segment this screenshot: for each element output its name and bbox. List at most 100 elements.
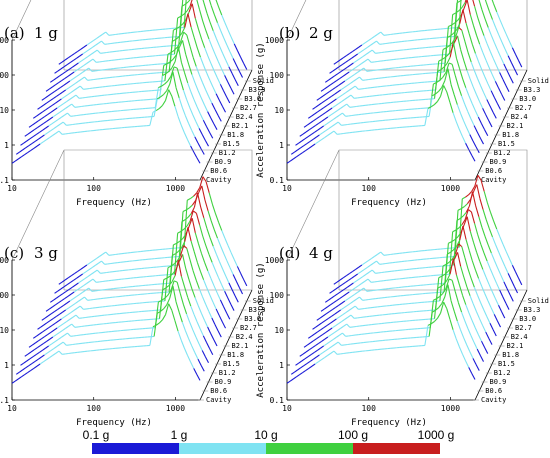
series-line-segment [80, 266, 85, 270]
series-line-segment [459, 0, 463, 2]
series-line-segment [313, 118, 317, 122]
series-line-segment [356, 58, 361, 62]
series-label: B2.1 [232, 342, 249, 350]
series-line-segment [193, 99, 198, 108]
series-line-segment [439, 76, 444, 81]
series-label: B1.2 [219, 149, 236, 157]
series-line-segment [318, 102, 323, 106]
series-line-segment [101, 260, 106, 265]
series-line-segment [79, 71, 83, 75]
series-line-segment [73, 277, 77, 281]
series-line-segment [21, 374, 25, 378]
series-line-segment [483, 35, 488, 44]
series-line-segment [23, 360, 28, 364]
series-line-segment [70, 309, 75, 313]
series-line-segment [233, 43, 238, 51]
series-line-segment [324, 299, 329, 303]
series-line-segment [70, 291, 75, 295]
x-tick-label: 10 [282, 404, 292, 413]
series-line-segment [169, 58, 174, 63]
series-line-segment [479, 260, 484, 270]
series-line-segment [190, 240, 195, 252]
series-line-segment [66, 62, 71, 66]
series-line-segment [298, 140, 303, 144]
series-line-segment [55, 332, 60, 336]
series-line-segment [305, 349, 310, 353]
series-line-segment [443, 301, 448, 309]
series-line-segment [210, 117, 215, 125]
series-line-segment [161, 297, 165, 301]
series-line-segment [96, 255, 100, 259]
series-line-segment [161, 83, 165, 87]
series-line-segment [181, 27, 186, 34]
series-label: Cavity [481, 396, 506, 404]
series-line-segment [60, 334, 65, 338]
series-line-segment [485, 2, 490, 12]
series-line-segment [69, 279, 74, 284]
series-line-segment [461, 136, 467, 144]
series-line-segment [297, 367, 301, 371]
series-line-segment [32, 354, 37, 358]
series-line-segment [457, 208, 462, 211]
series-line-segment [203, 65, 208, 74]
series-line-segment [196, 0, 201, 10]
series-line-segment [190, 26, 195, 38]
series-line-segment [153, 98, 158, 117]
series-line-segment [464, 209, 469, 220]
series-line-segment [53, 125, 58, 129]
series-line-segment [65, 87, 70, 91]
series-line-segment [220, 245, 225, 254]
series-label: B3.3 [524, 86, 541, 94]
series-line-segment [48, 343, 53, 347]
series-line-segment [63, 321, 67, 325]
series-line-segment [341, 282, 346, 286]
series-line-segment [171, 253, 176, 257]
series-line-segment [360, 287, 365, 291]
axis-wall-left [286, 149, 340, 400]
series-line-segment [224, 75, 229, 83]
series-line-segment [79, 273, 84, 277]
series-line-segment [488, 67, 493, 75]
series-line-segment [232, 274, 237, 282]
series-line-segment [451, 239, 455, 243]
series-line-segment [431, 93, 436, 97]
series-line-segment [238, 71, 244, 78]
series-line-segment [329, 309, 333, 313]
series-line-segment [198, 288, 203, 297]
series-line-segment [46, 338, 51, 342]
series-line-segment [198, 185, 203, 193]
series-line-segment [353, 280, 357, 284]
series-line-segment [52, 315, 57, 320]
series-line-segment [41, 336, 45, 340]
series-line-segment [183, 200, 188, 248]
series-line-segment [51, 121, 56, 125]
series-line-segment [193, 151, 198, 159]
series-line-segment [189, 107, 194, 116]
series-line-segment [345, 71, 350, 75]
series-line-segment [27, 369, 32, 374]
series-line-segment [208, 96, 213, 104]
series-line-segment [216, 237, 222, 247]
series-line-segment [94, 262, 99, 266]
x-tick-label: 100 [86, 184, 101, 193]
series-label: Cavity [481, 176, 506, 184]
series-line-segment [489, 268, 494, 277]
series-line-segment [60, 84, 65, 88]
series-line-segment [204, 47, 209, 57]
series-line-segment [473, 125, 478, 133]
series-line-segment [195, 121, 200, 129]
series-line-segment [73, 87, 78, 91]
series-line-segment [492, 275, 498, 284]
series-line-segment [467, 209, 472, 213]
series-line-segment [349, 80, 354, 84]
y-tick-label: 0.1 [270, 176, 285, 185]
series-line-segment [178, 312, 183, 323]
series-line-segment [435, 307, 439, 311]
series-line-segment [176, 26, 180, 30]
series-line-segment [464, 320, 469, 329]
series-line-segment [39, 361, 44, 365]
series-line-segment [436, 296, 440, 300]
series-label: B2.7 [240, 104, 257, 112]
series-line-segment [192, 114, 197, 123]
series-line-segment [170, 263, 175, 267]
